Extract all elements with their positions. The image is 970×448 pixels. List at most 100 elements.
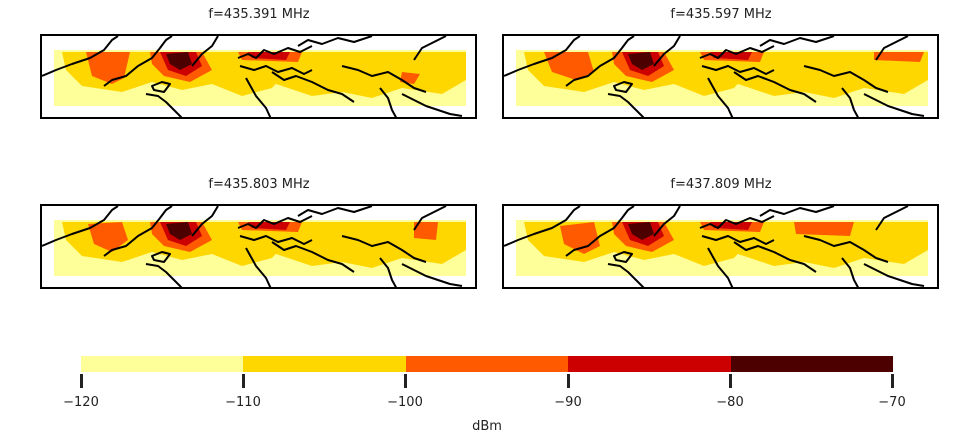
coastline bbox=[803, 65, 889, 93]
coastline bbox=[707, 77, 734, 117]
coastline bbox=[653, 206, 681, 237]
colorbar-segment-4 bbox=[568, 356, 731, 372]
heatmap-2 bbox=[504, 36, 928, 117]
colorbar-tick-label: −80 bbox=[716, 395, 744, 410]
coastline bbox=[379, 257, 397, 287]
coastline bbox=[413, 206, 447, 231]
field-level-5 bbox=[166, 222, 192, 240]
field-level-4 bbox=[248, 52, 290, 60]
map-panel-4 bbox=[502, 204, 939, 289]
panel-title-2: f=435.597 MHz bbox=[670, 7, 772, 22]
coastline bbox=[297, 206, 373, 217]
coastline bbox=[759, 206, 835, 217]
coastline bbox=[42, 206, 119, 247]
colorbar-tick-label: −120 bbox=[63, 395, 99, 410]
colorbar-tick bbox=[404, 374, 407, 388]
coastline bbox=[565, 36, 635, 87]
colorbar-segment-2 bbox=[243, 356, 406, 372]
coastline bbox=[607, 263, 645, 287]
field-level-4 bbox=[710, 52, 752, 60]
coastline bbox=[841, 257, 859, 287]
field-level-3 bbox=[874, 52, 924, 62]
coastline bbox=[653, 36, 681, 67]
coastline bbox=[863, 93, 925, 117]
coastline bbox=[237, 45, 313, 59]
colorbar-label: dBm bbox=[472, 419, 502, 434]
map-panel-3 bbox=[40, 204, 477, 289]
colorbar-tick-label: −100 bbox=[387, 395, 423, 410]
coastline bbox=[379, 87, 397, 117]
colorbar bbox=[81, 356, 894, 372]
colorbar-segment-1 bbox=[81, 356, 244, 372]
coastline bbox=[103, 206, 173, 257]
heatmap-3 bbox=[42, 206, 466, 287]
heatmap-4 bbox=[504, 206, 928, 287]
coastline bbox=[413, 36, 447, 61]
field-level-2 bbox=[232, 52, 466, 98]
colorbar-tick bbox=[80, 374, 83, 388]
coastline bbox=[239, 235, 313, 245]
coastline bbox=[841, 87, 859, 117]
field-level-2 bbox=[694, 52, 928, 98]
coastline bbox=[565, 206, 635, 257]
coastline bbox=[341, 65, 427, 93]
field-level-5 bbox=[166, 52, 192, 70]
coastline bbox=[759, 36, 835, 47]
coastline bbox=[245, 77, 272, 117]
field-level-2 bbox=[694, 222, 928, 268]
coastline bbox=[863, 263, 925, 287]
coastline bbox=[701, 65, 775, 75]
field-level-3 bbox=[86, 52, 130, 84]
coastline bbox=[239, 65, 313, 75]
map-panel-1 bbox=[40, 34, 477, 119]
field-level-3 bbox=[544, 52, 594, 80]
field-level-4 bbox=[248, 222, 290, 230]
map-panel-2 bbox=[502, 34, 939, 119]
field-level-3 bbox=[560, 222, 600, 254]
coastline bbox=[145, 93, 183, 117]
coastline bbox=[42, 36, 119, 77]
field-level-5 bbox=[628, 222, 654, 240]
coastline bbox=[401, 93, 463, 117]
coastline bbox=[504, 206, 581, 247]
field-level-3 bbox=[794, 222, 854, 236]
coastline bbox=[103, 36, 173, 87]
coastline bbox=[245, 247, 272, 287]
field-level-5 bbox=[628, 52, 654, 70]
coastline bbox=[191, 36, 219, 67]
coastline bbox=[191, 206, 219, 237]
field-level-3 bbox=[414, 222, 438, 240]
heatmap-1 bbox=[42, 36, 466, 117]
coastline bbox=[401, 263, 463, 287]
colorbar-tick bbox=[242, 374, 245, 388]
field-level-2 bbox=[232, 222, 466, 268]
coastline bbox=[607, 93, 645, 117]
coastline bbox=[875, 36, 909, 61]
coastline bbox=[707, 247, 734, 287]
coastline bbox=[701, 235, 775, 245]
colorbar-tick bbox=[567, 374, 570, 388]
coastline bbox=[297, 36, 373, 47]
colorbar-tick-label: −90 bbox=[554, 395, 582, 410]
coastline bbox=[699, 45, 775, 59]
colorbar-tick bbox=[891, 374, 894, 388]
coastline bbox=[151, 81, 171, 93]
coastline bbox=[271, 241, 355, 273]
coastline bbox=[237, 215, 313, 229]
coastline bbox=[613, 81, 633, 93]
coastline bbox=[803, 235, 889, 263]
coastline bbox=[145, 263, 183, 287]
colorbar-segment-5 bbox=[730, 356, 894, 372]
colorbar-tick-label: −70 bbox=[878, 395, 906, 410]
coastline bbox=[151, 251, 171, 263]
panel-title-4: f=437.809 MHz bbox=[670, 177, 772, 192]
panel-title-1: f=435.391 MHz bbox=[208, 7, 310, 22]
field-level-3 bbox=[88, 222, 128, 252]
colorbar-segment-3 bbox=[405, 356, 569, 372]
panel-title-3: f=435.803 MHz bbox=[208, 177, 310, 192]
colorbar-tick bbox=[729, 374, 732, 388]
colorbar-tick-label: −110 bbox=[225, 395, 261, 410]
coastline bbox=[733, 241, 817, 273]
coastline bbox=[875, 206, 909, 231]
coastline bbox=[613, 251, 633, 263]
